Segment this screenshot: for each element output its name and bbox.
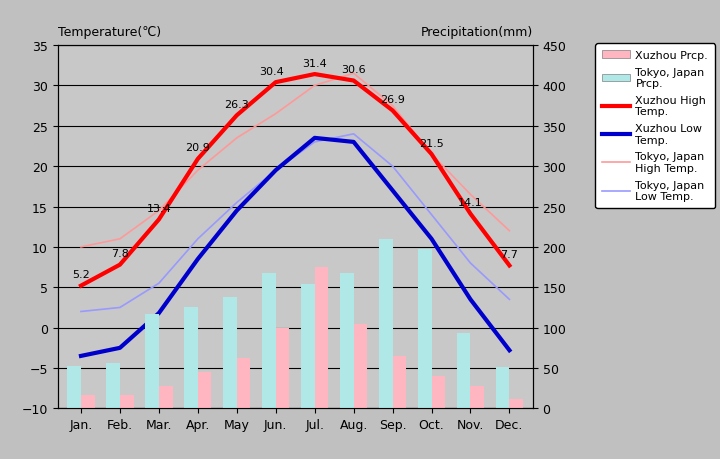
- Bar: [159, 386, 173, 409]
- Bar: [392, 356, 406, 409]
- Bar: [68, 367, 81, 409]
- Bar: [431, 376, 445, 409]
- Bar: [184, 308, 198, 409]
- Bar: [237, 358, 251, 409]
- Bar: [276, 328, 289, 409]
- Bar: [301, 285, 315, 409]
- Text: 7.7: 7.7: [500, 249, 518, 259]
- Text: Precipitation(mm): Precipitation(mm): [420, 26, 533, 39]
- Text: 26.9: 26.9: [380, 95, 405, 105]
- Bar: [354, 324, 367, 409]
- Text: 20.9: 20.9: [185, 143, 210, 153]
- Bar: [81, 395, 94, 409]
- Text: 31.4: 31.4: [302, 58, 327, 68]
- Bar: [315, 268, 328, 409]
- Text: 30.4: 30.4: [259, 67, 284, 77]
- Text: 30.6: 30.6: [341, 65, 366, 75]
- Bar: [418, 250, 431, 409]
- Text: 5.2: 5.2: [72, 269, 90, 280]
- Bar: [145, 314, 159, 409]
- Text: Temperature(℃): Temperature(℃): [58, 26, 161, 39]
- Legend: Xuzhou Prcp., Tokyo, Japan
Prcp., Xuzhou High
Temp., Xuzhou Low
Temp., Tokyo, Ja: Xuzhou Prcp., Tokyo, Japan Prcp., Xuzhou…: [595, 44, 715, 208]
- Text: 13.4: 13.4: [146, 203, 171, 213]
- Bar: [510, 399, 523, 409]
- Bar: [340, 273, 354, 409]
- Bar: [198, 372, 212, 409]
- Bar: [107, 364, 120, 409]
- Bar: [457, 334, 470, 409]
- Bar: [262, 273, 276, 409]
- Text: 26.3: 26.3: [225, 100, 249, 110]
- Bar: [470, 386, 484, 409]
- Text: 21.5: 21.5: [419, 138, 444, 148]
- Bar: [496, 367, 510, 409]
- Text: 7.8: 7.8: [111, 249, 129, 258]
- Bar: [223, 297, 237, 409]
- Bar: [379, 239, 392, 409]
- Text: 14.1: 14.1: [458, 198, 483, 208]
- Bar: [120, 395, 133, 409]
